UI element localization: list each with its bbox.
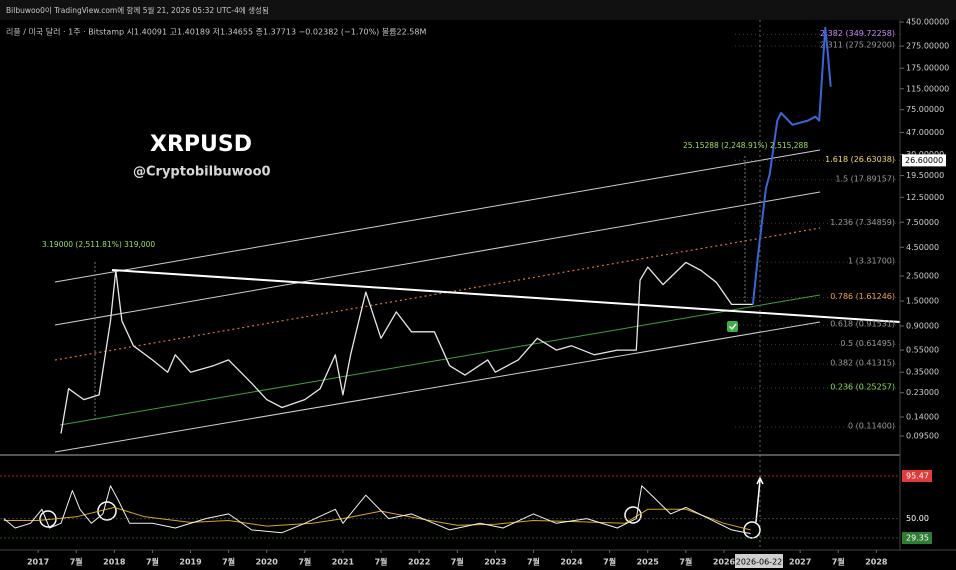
x-tick-label: 2025	[637, 558, 660, 567]
x-tick-label: 2020	[256, 558, 279, 567]
y-tick-label: 0.09500	[906, 431, 939, 440]
last-price-label: 26.60000	[905, 156, 943, 165]
x-tick-label: 2017	[27, 558, 49, 567]
y-tick-label: 115.00000	[906, 84, 949, 93]
channel-mid	[54, 191, 821, 326]
y-tick-label: 0.14000	[906, 413, 939, 422]
annotation: 3.19000 (2,511.81%) 319,000	[42, 240, 155, 249]
x-tick-label: 7월	[298, 557, 311, 567]
x-tick-label: 2019	[179, 558, 202, 567]
x-tick-label: 7월	[375, 557, 388, 567]
fib-label: 1.236 (7.34859)	[830, 218, 895, 227]
symbol-info: 리플 / 미국 달러 · 1주 · Bitstamp 시1.40091 고1.4…	[6, 27, 426, 37]
y-tick-label: 275.00000	[906, 42, 949, 51]
descending-trend	[111, 269, 901, 323]
fib-label: 0.786 (1.61246)	[830, 292, 895, 301]
fib-label: 1.618 (26.63038)	[825, 155, 895, 164]
x-tick-label: 2023	[484, 558, 506, 567]
rsi-tick-label: 29.35	[906, 534, 929, 543]
fib-label: 0.236 (0.25257)	[830, 383, 895, 392]
arrow	[755, 476, 764, 523]
y-tick-label: 0.55000	[906, 346, 939, 355]
circle	[624, 506, 642, 524]
y-tick-label: 47.00000	[906, 128, 944, 137]
x-tick-label: 2018	[103, 558, 126, 567]
x-tick-label: 2021	[332, 558, 355, 567]
fib-label: 0 (0.11400)	[848, 422, 895, 431]
fib-label: 2.311 (275.29200)	[820, 41, 895, 50]
x-tick-label: 7월	[451, 557, 464, 567]
x-tick-label: 2028	[865, 558, 888, 567]
rsi-badge	[902, 469, 932, 482]
fib-label: 1 (3.31700)	[848, 257, 895, 266]
trendlines	[54, 20, 901, 550]
chart-title: XRPUSD	[150, 132, 252, 157]
x-tick-label: 2027	[789, 558, 811, 567]
y-tick-label: 175.00000	[906, 64, 949, 73]
check-icon	[727, 321, 738, 332]
price-line	[751, 26, 832, 305]
fib-label: 0.618 (0.91531)	[830, 320, 895, 329]
x-tick-label: 7월	[222, 557, 235, 567]
rsi-tick-label: 50.00	[906, 514, 929, 523]
annotation: 25.15288 (2,248.91%) 2,515,288	[683, 141, 808, 150]
crosshair-date-badge	[735, 554, 783, 568]
y-tick-label: 1.50000	[906, 297, 939, 306]
y-tick-label: 0.90000	[906, 322, 939, 331]
y-tick-label: 7.50000	[906, 218, 939, 227]
y-tick-label: 2.50000	[906, 272, 939, 281]
x-tick-label: 7월	[146, 557, 159, 567]
channel-top	[54, 149, 821, 283]
crosshair-date: 2026-06-22	[736, 558, 783, 567]
x-tick-label: 2022	[408, 558, 430, 567]
credit: Bilbuwoo0이 TradingView.com에 함께 5월 21, 20…	[6, 5, 269, 15]
rsi-tick-label: 95.47	[906, 471, 929, 480]
channel-bottom	[54, 321, 821, 453]
rsi-badge	[902, 532, 932, 545]
y-tick-label: 450.00000	[906, 18, 949, 27]
y-tick-label: 12.50000	[906, 193, 944, 202]
x-tick-label: 7월	[603, 557, 616, 567]
x-tick-label: 7월	[679, 557, 692, 567]
y-tick-label: 75.00000	[906, 105, 944, 114]
x-tick-label: 2026	[713, 558, 736, 567]
price-line	[60, 261, 753, 434]
credit-bar	[0, 0, 956, 20]
green-trend	[59, 294, 821, 426]
x-tick-label: 2024	[560, 558, 583, 567]
check-mark	[728, 323, 737, 331]
y-tick-label: 4.50000	[906, 243, 939, 252]
chart-subtitle: @Cryptobilbuwoo0	[133, 165, 271, 180]
dotted-trend	[54, 227, 821, 361]
y-tick-label: 0.23000	[906, 388, 939, 397]
last-price-badge	[902, 154, 946, 167]
fib-label: 2.382 (349.72258)	[820, 29, 895, 38]
fib-label: 1.5 (17.89157)	[835, 174, 895, 183]
y-tick-label: 0.35000	[906, 368, 939, 377]
x-tick-label: 7월	[70, 557, 83, 567]
y-tick-label: 19.50000	[906, 171, 944, 180]
x-tick-label: 7월	[527, 557, 540, 567]
rsi-line	[3, 485, 751, 535]
fib-label: 0.5 (0.61495)	[840, 339, 895, 348]
fib-label: 0.382 (0.41315)	[830, 359, 895, 368]
x-tick-label: 7월	[832, 557, 845, 567]
